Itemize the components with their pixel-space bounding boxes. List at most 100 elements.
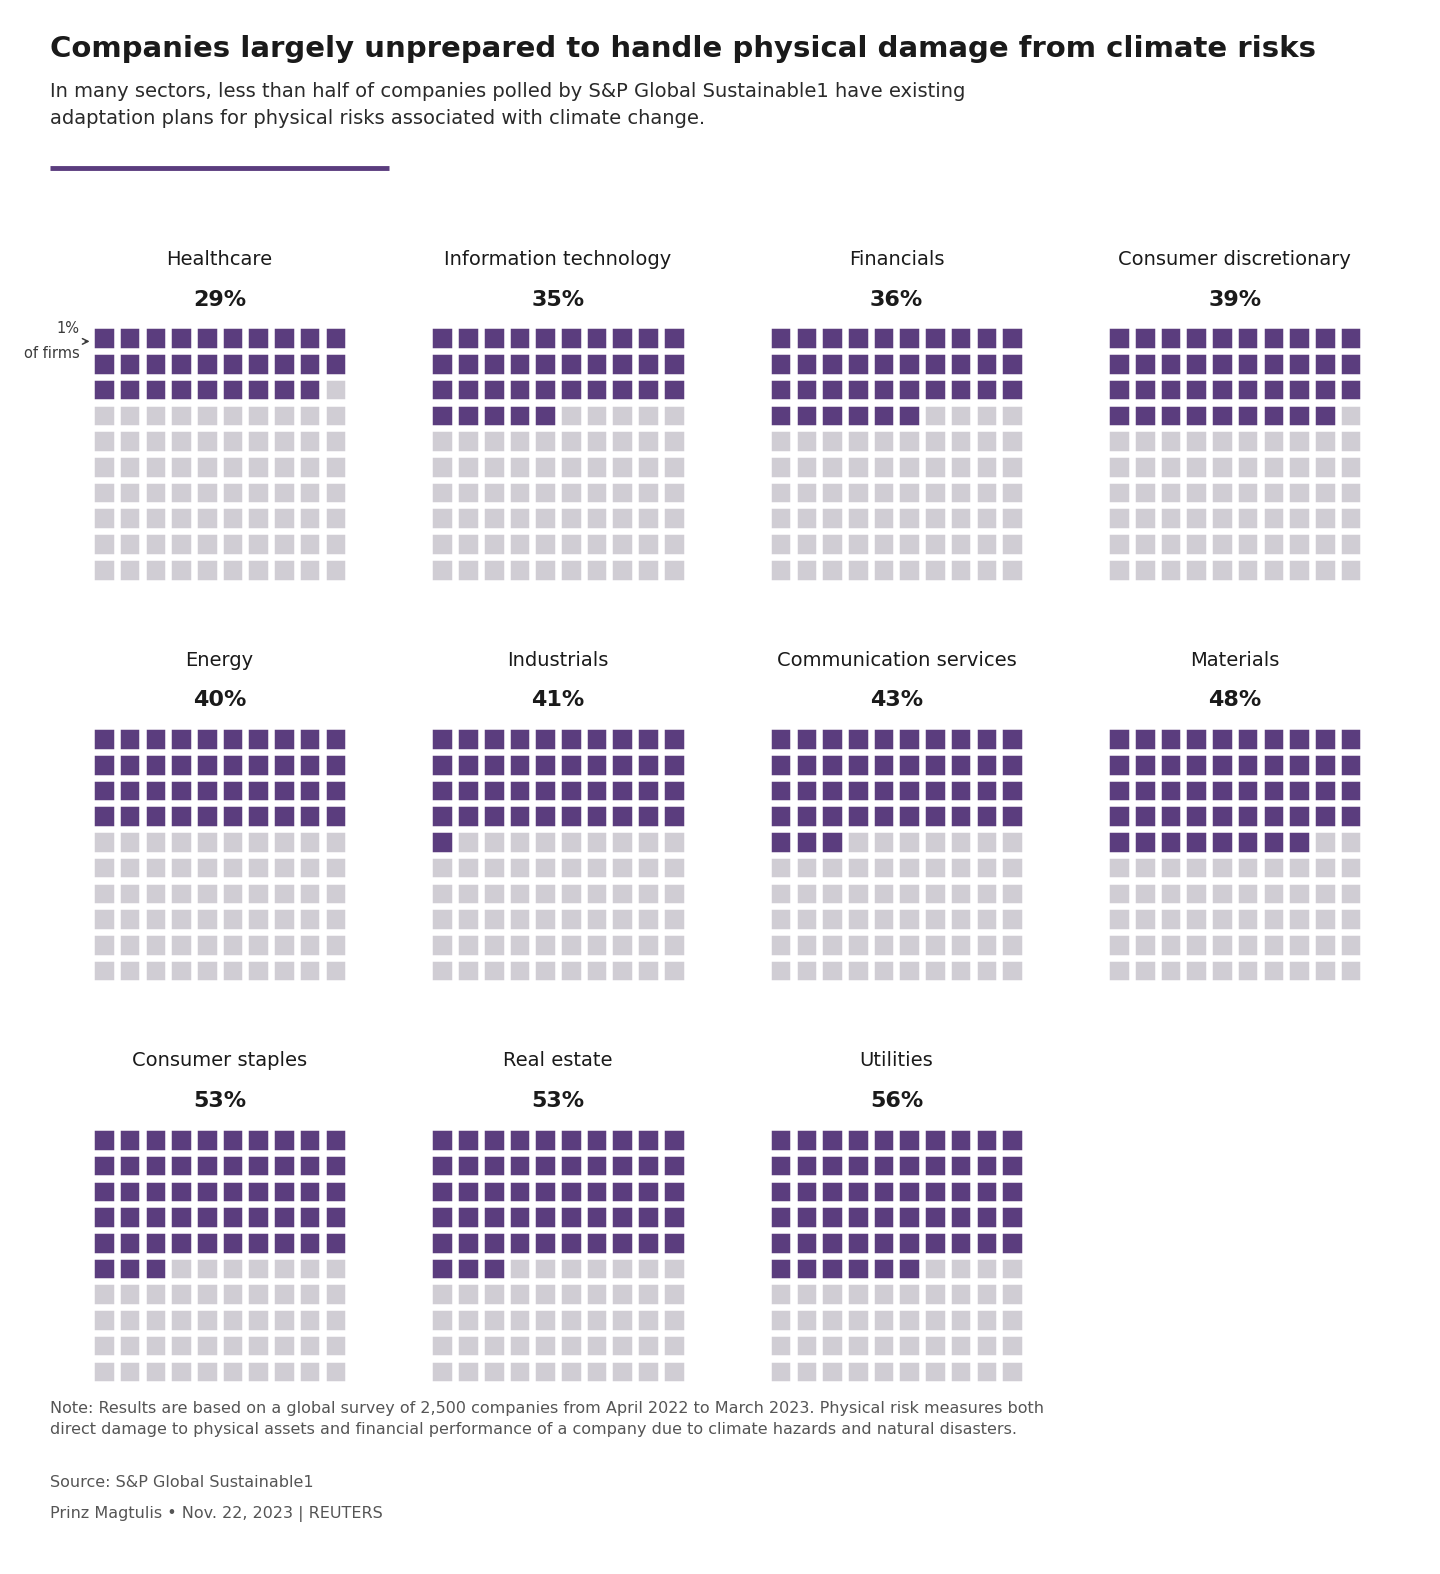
- Bar: [847, 1232, 868, 1253]
- Bar: [770, 327, 792, 349]
- Bar: [1133, 353, 1155, 375]
- Bar: [1001, 379, 1022, 400]
- Bar: [560, 534, 582, 554]
- Bar: [899, 1180, 920, 1203]
- Bar: [1133, 456, 1155, 477]
- Bar: [248, 908, 269, 930]
- Bar: [924, 327, 946, 349]
- Bar: [821, 1360, 842, 1382]
- Bar: [795, 456, 816, 477]
- Bar: [170, 1206, 192, 1228]
- Bar: [924, 960, 946, 981]
- Bar: [560, 729, 582, 749]
- Bar: [612, 883, 634, 903]
- Bar: [1263, 430, 1284, 452]
- Bar: [274, 327, 295, 349]
- Bar: [924, 1283, 946, 1305]
- Bar: [1001, 1283, 1022, 1305]
- Bar: [976, 908, 998, 930]
- Bar: [432, 1310, 454, 1330]
- Bar: [1109, 456, 1130, 477]
- Bar: [1133, 856, 1155, 878]
- Bar: [821, 933, 842, 955]
- Bar: [950, 1129, 972, 1151]
- Bar: [586, 507, 608, 529]
- Bar: [612, 856, 634, 878]
- Bar: [1133, 534, 1155, 554]
- Bar: [1109, 883, 1130, 903]
- Bar: [534, 1283, 556, 1305]
- Bar: [196, 908, 217, 930]
- Bar: [482, 806, 504, 826]
- Text: 40%: 40%: [193, 691, 246, 710]
- Bar: [1289, 960, 1310, 981]
- Bar: [456, 507, 478, 529]
- Bar: [508, 482, 530, 504]
- Bar: [899, 1258, 920, 1280]
- Bar: [1289, 430, 1310, 452]
- Bar: [1263, 806, 1284, 826]
- Bar: [1001, 908, 1022, 930]
- Bar: [924, 1310, 946, 1330]
- Text: 53%: 53%: [193, 1091, 246, 1111]
- Bar: [1289, 559, 1310, 581]
- Bar: [662, 1155, 684, 1176]
- Bar: [534, 856, 556, 878]
- Bar: [432, 779, 454, 801]
- Bar: [1185, 405, 1207, 427]
- Text: 48%: 48%: [1208, 691, 1261, 710]
- Bar: [1109, 405, 1130, 427]
- Bar: [170, 1310, 192, 1330]
- Bar: [1133, 908, 1155, 930]
- Bar: [924, 1258, 946, 1280]
- Bar: [534, 831, 556, 853]
- Bar: [324, 456, 346, 477]
- Bar: [300, 1155, 321, 1176]
- Bar: [1263, 960, 1284, 981]
- Bar: [1237, 327, 1259, 349]
- Bar: [456, 856, 478, 878]
- Bar: [1263, 754, 1284, 776]
- Bar: [847, 856, 868, 878]
- Bar: [1109, 856, 1130, 878]
- Bar: [560, 1180, 582, 1203]
- Bar: [1237, 779, 1259, 801]
- Bar: [1263, 779, 1284, 801]
- Bar: [1237, 482, 1259, 504]
- Bar: [196, 883, 217, 903]
- Bar: [1001, 327, 1022, 349]
- Bar: [950, 754, 972, 776]
- Bar: [770, 1155, 792, 1176]
- Bar: [248, 430, 269, 452]
- Bar: [950, 534, 972, 554]
- Bar: [222, 856, 243, 878]
- Bar: [508, 353, 530, 375]
- Bar: [274, 1360, 295, 1382]
- Bar: [482, 908, 504, 930]
- Bar: [821, 430, 842, 452]
- Bar: [196, 1310, 217, 1330]
- Bar: [196, 379, 217, 400]
- Text: Industrials: Industrials: [507, 650, 609, 669]
- Bar: [1109, 559, 1130, 581]
- Bar: [662, 960, 684, 981]
- Bar: [1133, 482, 1155, 504]
- Bar: [144, 353, 166, 375]
- Bar: [534, 379, 556, 400]
- Bar: [1185, 430, 1207, 452]
- Bar: [274, 856, 295, 878]
- Bar: [324, 754, 346, 776]
- Bar: [456, 1129, 478, 1151]
- Bar: [274, 456, 295, 477]
- Bar: [534, 729, 556, 749]
- Bar: [534, 933, 556, 955]
- Bar: [118, 430, 140, 452]
- Bar: [94, 883, 115, 903]
- Bar: [976, 507, 998, 529]
- Bar: [222, 1335, 243, 1357]
- Bar: [899, 327, 920, 349]
- Bar: [821, 779, 842, 801]
- Bar: [144, 933, 166, 955]
- Bar: [300, 353, 321, 375]
- Bar: [482, 534, 504, 554]
